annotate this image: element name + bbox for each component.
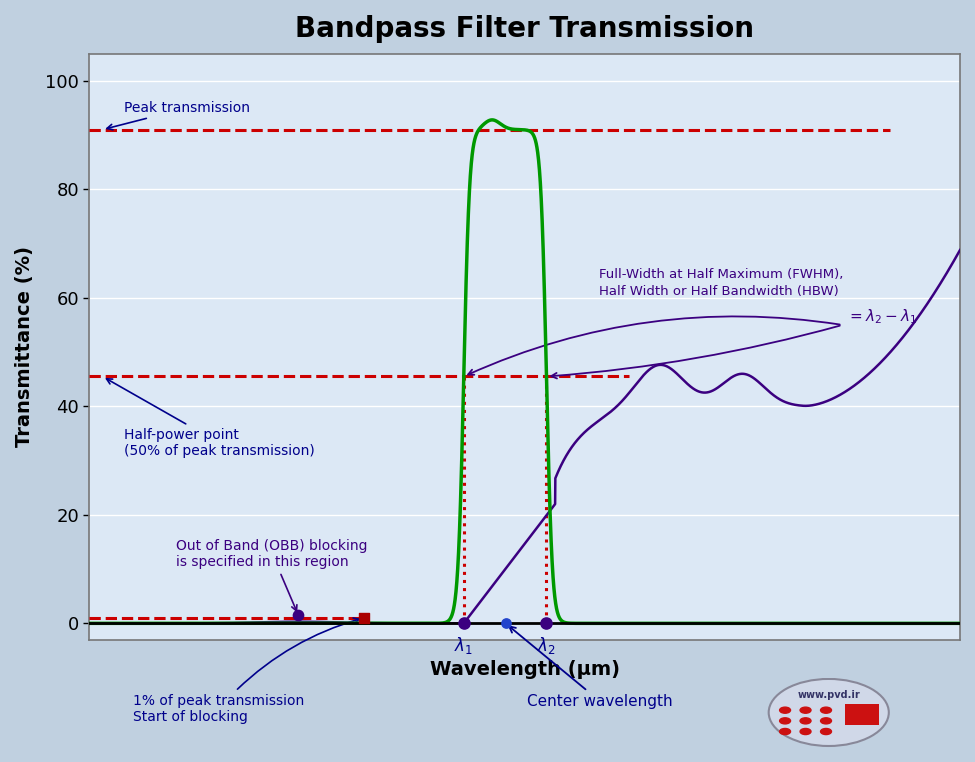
Circle shape (780, 728, 791, 735)
X-axis label: Wavelength (μm): Wavelength (μm) (430, 661, 620, 680)
Text: $\lambda_1$: $\lambda_1$ (454, 636, 473, 656)
Circle shape (768, 679, 889, 746)
FancyBboxPatch shape (845, 704, 879, 725)
Text: Full-Width at Half Maximum (FWHM),
Half Width or Half Bandwidth (HBW): Full-Width at Half Maximum (FWHM), Half … (599, 267, 843, 298)
Text: Center wavelength: Center wavelength (509, 626, 673, 709)
Text: Out of Band (OBB) blocking
is specified in this region: Out of Band (OBB) blocking is specified … (176, 539, 368, 611)
Circle shape (821, 728, 832, 735)
Text: 1% of peak transmission
Start of blocking: 1% of peak transmission Start of blockin… (133, 618, 359, 724)
Text: $=\lambda_2-\lambda_1$: $=\lambda_2-\lambda_1$ (847, 307, 917, 326)
Point (456, 617, 472, 629)
Circle shape (800, 707, 811, 713)
Circle shape (780, 707, 791, 713)
Point (498, 617, 514, 629)
Circle shape (800, 728, 811, 735)
Text: Half-power point
(50% of peak transmission): Half-power point (50% of peak transmissi… (106, 379, 315, 458)
Circle shape (780, 718, 791, 724)
Circle shape (821, 707, 832, 713)
Title: Bandpass Filter Transmission: Bandpass Filter Transmission (295, 15, 755, 43)
Point (356, 612, 371, 624)
Text: www.pvd.ir: www.pvd.ir (798, 690, 860, 700)
Text: Peak transmission: Peak transmission (107, 101, 251, 130)
Point (291, 609, 306, 621)
Point (538, 617, 554, 629)
Y-axis label: Transmittance (%): Transmittance (%) (15, 246, 34, 447)
Text: $\lambda_2$: $\lambda_2$ (537, 636, 556, 656)
Circle shape (821, 718, 832, 724)
Circle shape (800, 718, 811, 724)
